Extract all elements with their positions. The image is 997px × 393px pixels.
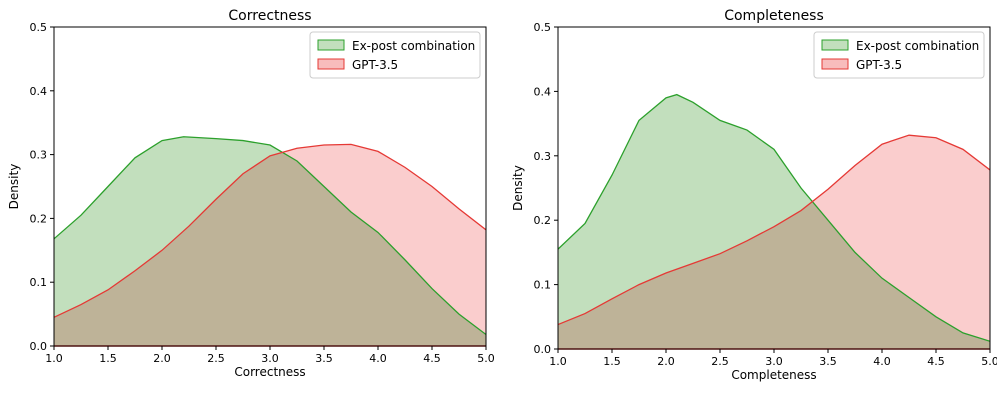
legend-label: GPT-3.5 <box>352 58 398 72</box>
legend-swatch <box>317 39 345 51</box>
series-layer <box>54 136 486 346</box>
chart-panel-2: 1.0 1.5 2.0 2.5 3.0 3.5 4.0 4.5 5.0 0.0 0.1 0.2 0.3 0… <box>511 8 997 382</box>
y-tick-label: 0.1 <box>30 276 48 289</box>
x-tick-label: 4.5 <box>423 352 441 365</box>
chart-title: Correctness <box>228 8 311 24</box>
chart-panel-1: 1.0 1.5 2.0 2.5 3.0 3.5 4.0 4.5 5.0 0.0 0.1 0.2 0.3 0… <box>7 8 495 379</box>
series-area-gpt-3-5 <box>54 144 486 346</box>
y-tick-label: 0.0 <box>534 343 552 356</box>
legend-swatch <box>317 58 345 70</box>
x-tick-label: 4.0 <box>369 352 387 365</box>
x-tick-label: 5.0 <box>477 352 495 365</box>
x-tick-label: 3.0 <box>765 355 783 368</box>
y-tick-label: 0.4 <box>30 85 48 98</box>
y-tick-label: 0.4 <box>534 85 552 98</box>
legend: Ex-post combination GPT-3.5 <box>813 31 985 79</box>
y-tick-label: 0.5 <box>534 21 552 34</box>
x-tick-label: 1.5 <box>99 352 117 365</box>
x-axis-label: Completeness <box>731 368 816 382</box>
x-tick-label: 4.0 <box>873 355 891 368</box>
y-tick-label: 0.3 <box>30 149 48 162</box>
series-layer <box>558 93 990 349</box>
legend-swatch <box>821 58 849 70</box>
y-tick-label: 0.2 <box>534 214 552 227</box>
x-tick-label: 2.0 <box>153 352 171 365</box>
x-tick-label: 5.0 <box>981 355 997 368</box>
x-tick-label: 3.5 <box>315 352 333 365</box>
y-axis-label: Density <box>7 164 21 210</box>
y-axis-label: Density <box>511 165 525 211</box>
x-tick-label: 1.0 <box>45 352 63 365</box>
legend-label: Ex-post combination <box>352 39 475 53</box>
y-tick-label: 0.5 <box>30 21 48 34</box>
x-tick-label: 3.5 <box>819 355 837 368</box>
y-tick-label: 0.3 <box>534 150 552 163</box>
legend-label: GPT-3.5 <box>856 58 902 72</box>
legend-box <box>309 31 481 79</box>
legend: Ex-post combination GPT-3.5 <box>309 31 481 79</box>
x-tick-label: 2.0 <box>657 355 675 368</box>
legend-swatch <box>821 39 849 51</box>
x-tick-label: 3.0 <box>261 352 279 365</box>
x-axis-label: Correctness <box>234 365 305 379</box>
x-tick-label: 1.0 <box>549 355 567 368</box>
legend-label: Ex-post combination <box>856 39 979 53</box>
x-tick-label: 2.5 <box>207 352 225 365</box>
legend-box <box>813 31 985 79</box>
series-line-ex-post-combination <box>54 136 486 336</box>
series-line-gpt-3-5 <box>54 143 486 318</box>
x-tick-label: 4.5 <box>927 355 945 368</box>
x-tick-label: 2.5 <box>711 355 729 368</box>
y-tick-label: 0.1 <box>534 279 552 292</box>
y-tick-label: 0.0 <box>30 340 48 353</box>
series-line-ex-post-combination <box>558 93 990 342</box>
chart-title: Completeness <box>724 8 824 24</box>
y-tick-label: 0.2 <box>30 212 48 225</box>
x-tick-label: 1.5 <box>603 355 621 368</box>
series-line-gpt-3-5 <box>558 134 990 326</box>
series-area-gpt-3-5 <box>558 135 990 349</box>
